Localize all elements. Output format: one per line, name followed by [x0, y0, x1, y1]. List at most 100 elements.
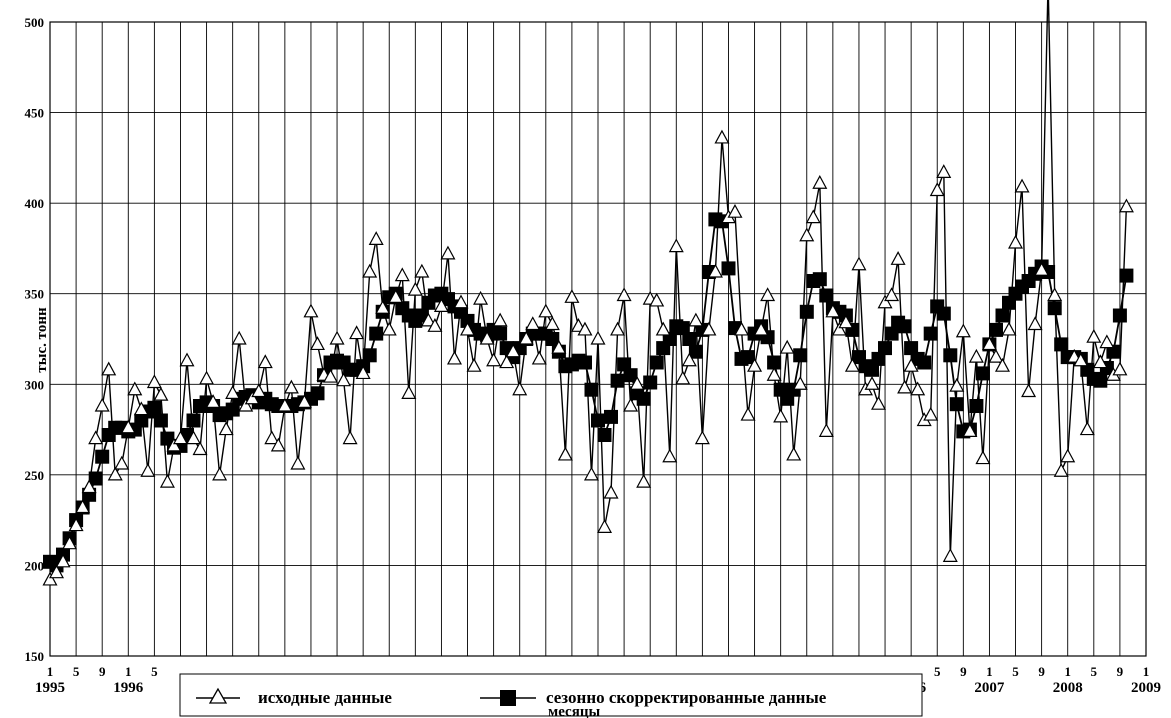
marker-adjusted [969, 399, 984, 413]
marker-original [838, 314, 854, 329]
marker-original [159, 473, 175, 488]
marker-original [186, 430, 202, 445]
marker-original [975, 450, 991, 465]
marker-original [629, 376, 645, 390]
marker-original [988, 348, 1004, 363]
marker-adjusted [636, 391, 651, 406]
marker-original [492, 312, 508, 327]
marker-adjusted [721, 261, 736, 276]
marker-original [812, 174, 828, 189]
marker-adjusted [584, 382, 599, 397]
marker-original [714, 129, 730, 144]
x-month-label: 9 [960, 664, 967, 679]
marker-original [283, 379, 299, 394]
marker-original [270, 437, 286, 452]
marker-original [166, 437, 182, 452]
y-tick-label: 400 [25, 196, 45, 211]
x-month-label: 1 [1143, 664, 1150, 679]
marker-original [114, 455, 130, 470]
marker-original [1008, 234, 1024, 249]
marker-original [551, 339, 567, 354]
legend-square-icon [500, 690, 516, 706]
marker-original [968, 348, 984, 363]
x-month-label: 1 [125, 664, 132, 679]
marker-original [238, 397, 254, 412]
marker-original [557, 446, 573, 461]
marker-original [296, 394, 312, 408]
marker-original [1027, 316, 1043, 331]
marker-original [381, 321, 397, 336]
marker-original [512, 381, 528, 396]
marker-adjusted [225, 402, 240, 417]
marker-original [890, 251, 906, 265]
marker-original [473, 290, 489, 305]
marker-original [146, 374, 162, 389]
marker-original [1047, 287, 1063, 302]
marker-original [127, 381, 143, 396]
marker-original [831, 321, 847, 336]
marker-original [518, 330, 534, 345]
x-month-label: 5 [934, 664, 941, 679]
x-year-label: 2007 [974, 680, 1005, 696]
y-tick-label: 500 [25, 15, 45, 30]
marker-original [388, 289, 404, 303]
marker-original [460, 321, 476, 336]
marker-original [88, 430, 104, 445]
marker-original [1053, 462, 1069, 477]
marker-original [727, 203, 743, 218]
marker-adjusted [310, 386, 325, 401]
marker-original [531, 350, 547, 365]
marker-adjusted [741, 350, 755, 365]
marker-original [773, 408, 789, 423]
marker-adjusted [1054, 337, 1069, 352]
marker-adjusted [865, 362, 879, 377]
marker-original [623, 397, 639, 412]
marker-original [466, 357, 482, 372]
marker-original [303, 303, 319, 318]
marker-adjusted [923, 326, 938, 341]
marker-adjusted [904, 341, 919, 356]
marker-original [362, 263, 378, 278]
marker-original [929, 182, 945, 197]
marker-original [349, 325, 365, 340]
marker-original [603, 484, 619, 499]
y-tick-label: 250 [25, 468, 45, 483]
marker-original [251, 383, 267, 398]
marker-adjusted [643, 375, 658, 390]
marker-adjusted [153, 413, 168, 428]
marker-adjusted [819, 288, 834, 303]
marker-original [179, 352, 195, 367]
marker-adjusted [1119, 268, 1134, 283]
marker-original [766, 366, 782, 381]
marker-adjusted [871, 351, 886, 366]
marker-original [205, 394, 221, 408]
y-tick-label: 150 [25, 649, 45, 664]
marker-adjusted [88, 471, 103, 486]
marker-original [694, 430, 710, 445]
series-markers [42, 129, 1134, 586]
marker-original [962, 423, 978, 437]
marker-original [949, 377, 965, 392]
x-year-label: 2009 [1131, 680, 1161, 696]
marker-original [942, 548, 958, 562]
marker-original [329, 330, 345, 345]
marker-original [616, 287, 632, 302]
marker-original [264, 430, 280, 445]
marker-original [753, 321, 769, 336]
marker-original [199, 370, 215, 385]
marker-original [342, 430, 358, 445]
marker-adjusted [1047, 301, 1062, 316]
marker-original [479, 330, 495, 345]
marker-original [231, 330, 247, 345]
marker-original [636, 473, 652, 488]
marker-adjusted [767, 355, 782, 370]
plot-area-border [49, 21, 1147, 657]
marker-adjusted [799, 304, 814, 319]
legend-box [179, 673, 923, 717]
marker-adjusted [604, 409, 618, 424]
marker-original [734, 321, 750, 336]
marker-original [394, 267, 410, 282]
marker-original [1079, 421, 1095, 436]
marker-original [192, 441, 208, 456]
x-month-label: 5 [73, 664, 80, 679]
